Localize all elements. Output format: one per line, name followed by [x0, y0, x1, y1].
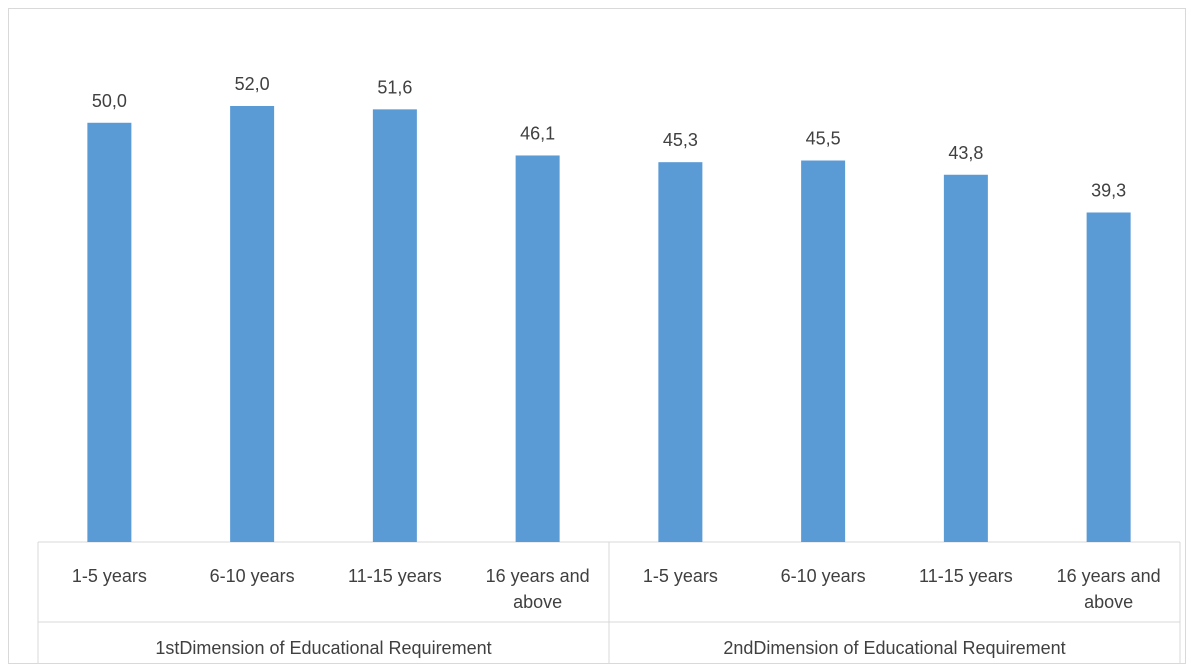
bar — [658, 162, 703, 542]
data-label: 52,0 — [235, 74, 270, 94]
data-label: 50,0 — [92, 91, 127, 111]
x-tick-label: above — [513, 592, 562, 612]
data-label: 45,5 — [806, 129, 841, 149]
data-label: 51,6 — [377, 77, 412, 97]
x-tick-label: 16 years and — [486, 566, 590, 586]
bar — [372, 109, 417, 542]
bar — [87, 122, 132, 543]
bar — [515, 155, 560, 542]
chart-frame — [8, 8, 1186, 664]
data-label: 39,3 — [1091, 180, 1126, 200]
x-tick-label: 11-15 years — [348, 566, 442, 586]
bar — [230, 106, 275, 542]
x-tick-label: 6-10 years — [210, 566, 295, 586]
data-label: 45,3 — [663, 130, 698, 150]
x-tick-label: 6-10 years — [781, 566, 866, 586]
x-tick-label: above — [1084, 592, 1133, 612]
group-label: 2ndDimension of Educational Requirement — [723, 638, 1065, 658]
bar — [943, 174, 988, 542]
x-tick-label: 1-5 years — [643, 566, 718, 586]
data-label: 46,1 — [520, 123, 555, 143]
bar — [801, 160, 846, 542]
group-label: 1stDimension of Educational Requirement — [155, 638, 491, 658]
data-label: 43,8 — [948, 143, 983, 163]
x-tick-label: 11-15 years — [919, 566, 1013, 586]
x-tick-label: 16 years and — [1057, 566, 1161, 586]
x-tick-label: 1-5 years — [72, 566, 147, 586]
bar — [1086, 212, 1131, 542]
